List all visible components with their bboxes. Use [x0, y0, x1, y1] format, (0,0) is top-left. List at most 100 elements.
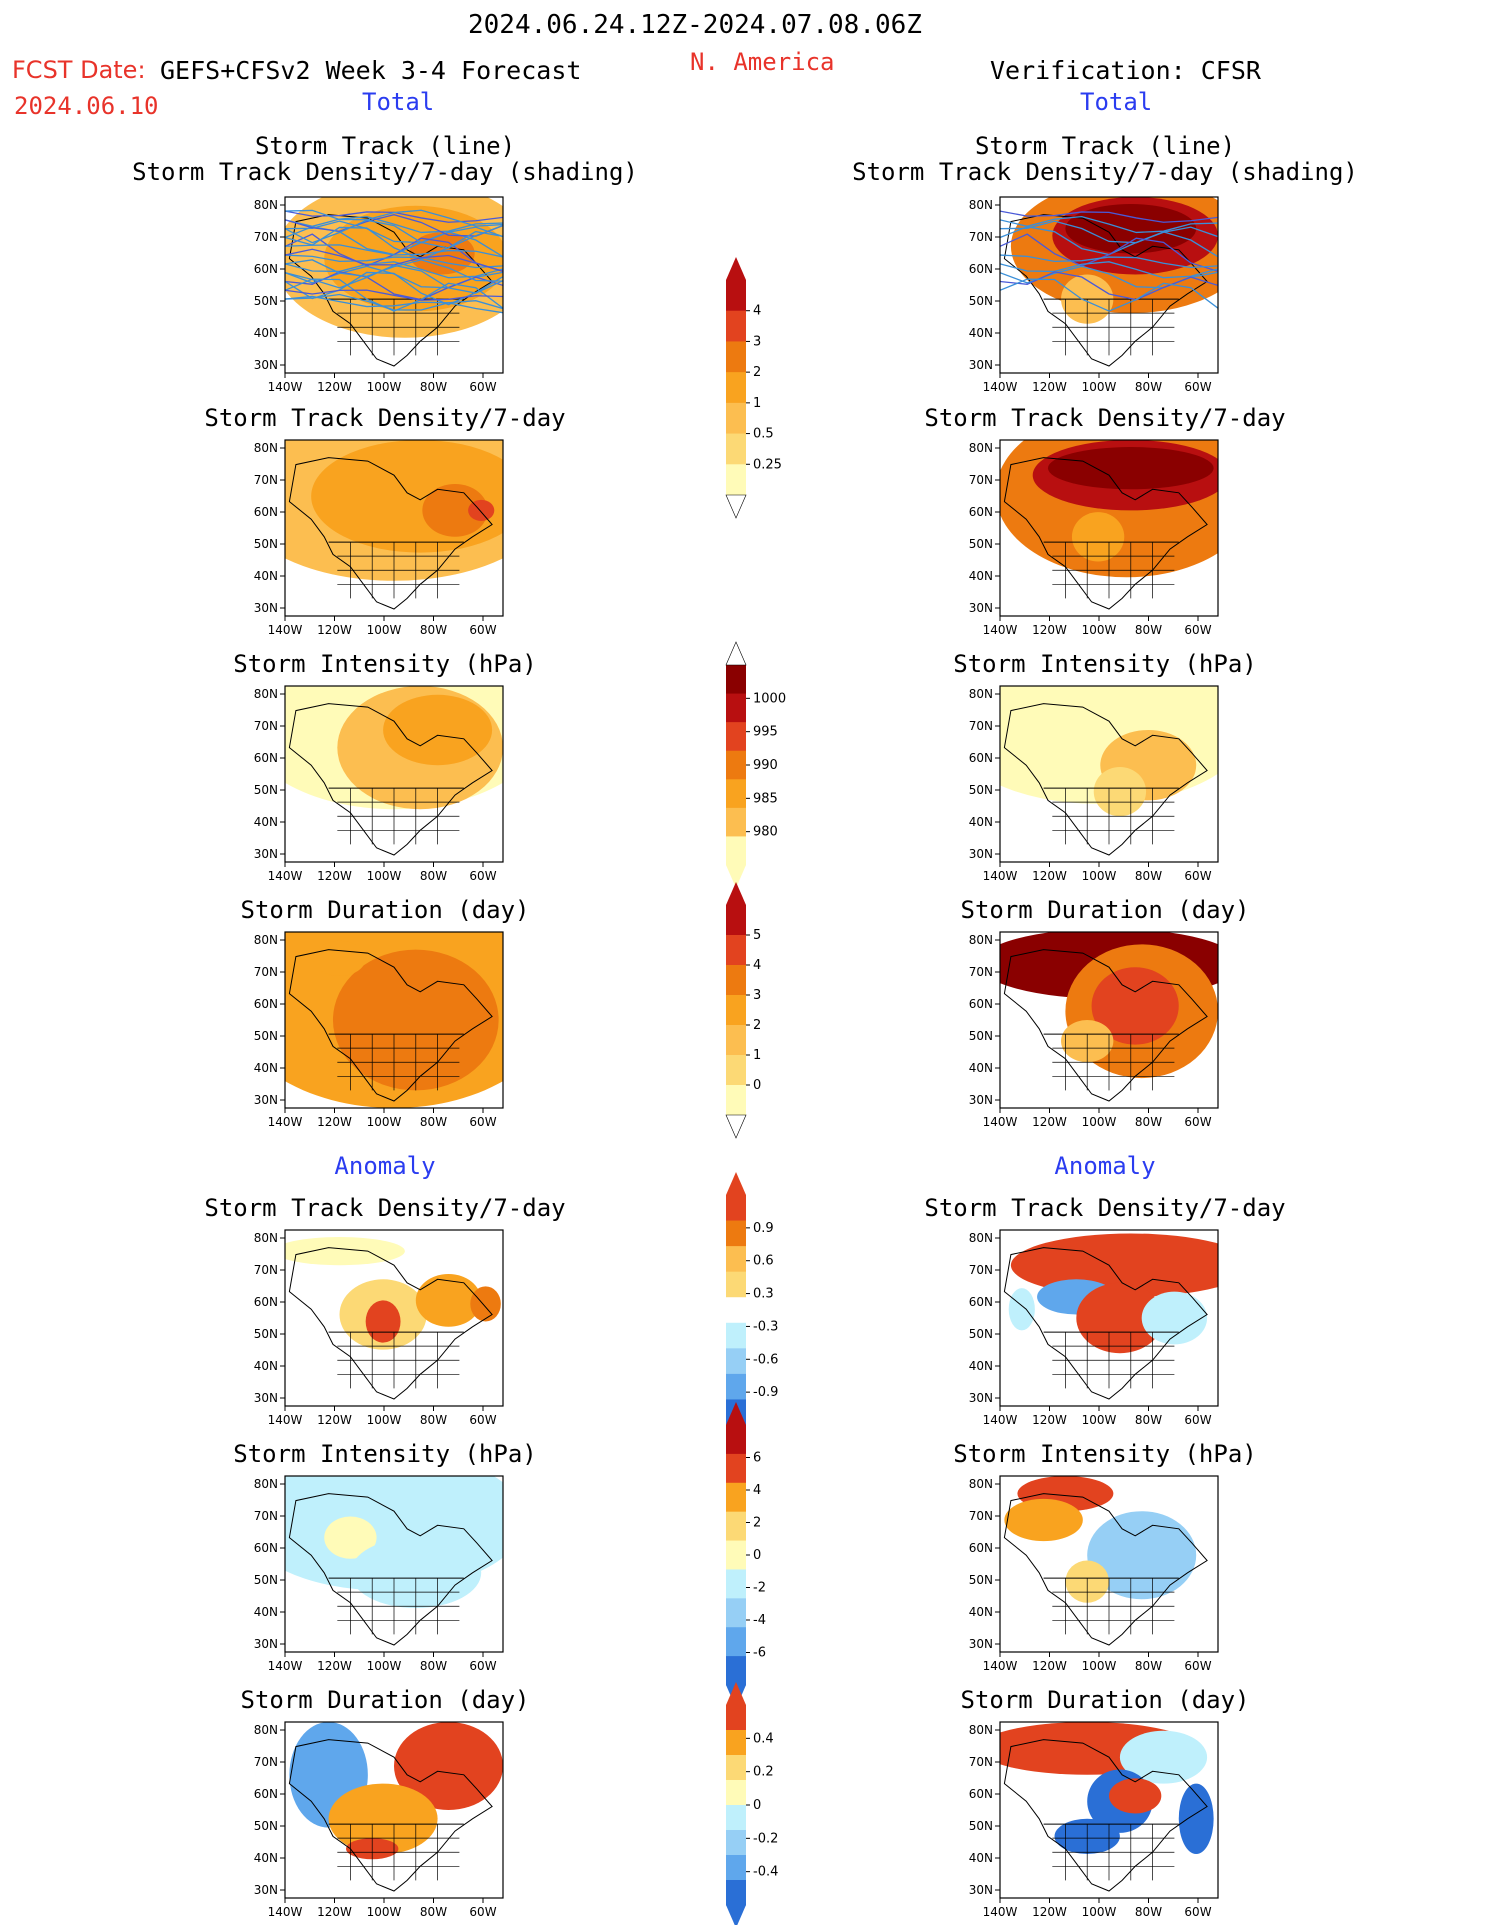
colorbar-label: 0.3 [753, 1287, 774, 1302]
storm-track-line [1000, 220, 1218, 244]
lon-label: 120W [317, 1413, 352, 1427]
shading-region [1109, 1778, 1162, 1814]
lat-label: 60N [969, 751, 993, 765]
lon-label: 120W [317, 623, 352, 637]
colorbar-swatch [726, 1297, 746, 1324]
colorbar-label: 0.5 [753, 427, 774, 442]
colorbar-swatch [726, 1453, 746, 1484]
colorbar-swatch [726, 1085, 746, 1116]
lat-label: 30N [969, 1093, 993, 1107]
lat-label: 40N [969, 815, 993, 829]
lat-label: 60N [254, 997, 278, 1011]
lon-label: 100W [1082, 1413, 1117, 1427]
vf-anom-intensity-title: Storm Intensity (hPa) [953, 1440, 1257, 1468]
lat-label: 70N [254, 719, 278, 733]
storm-track-line [285, 278, 503, 312]
lon-label: 80W [420, 869, 447, 883]
lon-label: 140W [268, 1115, 303, 1129]
lat-label: 30N [969, 1637, 993, 1651]
lon-label: 100W [367, 1659, 402, 1673]
coastline [288, 214, 493, 367]
colorbar-label: 3 [753, 988, 761, 1003]
lat-label: 50N [254, 1819, 278, 1833]
lat-label: 50N [254, 537, 278, 551]
lon-label: 100W [367, 380, 402, 394]
map-shading [285, 1237, 501, 1400]
colorbar-swatch [726, 807, 746, 837]
lon-label: 80W [420, 1115, 447, 1129]
lat-label: 60N [969, 1787, 993, 1801]
map-panel-adur-fc: 80N 70N 60N 50N 40N 30N 140W 120W 100W 80W 60W [254, 1721, 504, 1919]
lon-label: 140W [983, 1659, 1018, 1673]
colorbar-swatch [726, 1569, 746, 1599]
colorbar-label: 0 [753, 1548, 761, 1563]
lat-label: 30N [254, 847, 278, 861]
lon-label: 140W [268, 1659, 303, 1673]
colorbar-label: -0.3 [753, 1319, 778, 1334]
colorbar-swatch [726, 836, 746, 866]
map-shading [1000, 932, 1218, 1102]
shading-region [1087, 1511, 1197, 1600]
lat-label: 40N [969, 326, 993, 340]
shading-region [324, 1516, 377, 1559]
lat-label: 60N [254, 1787, 278, 1801]
colorbar-label: 1000 [753, 691, 786, 706]
lat-label: 80N [254, 687, 278, 701]
map-frame [999, 1721, 1219, 1899]
shading-region [1093, 766, 1147, 817]
storm-track-line [285, 254, 503, 269]
lon-label: 80W [420, 1413, 447, 1427]
lon-label: 60W [1184, 623, 1211, 637]
lat-label: 80N [969, 687, 993, 701]
lon-label: 80W [420, 1659, 447, 1673]
lat-label: 30N [969, 1883, 993, 1897]
lon-label: 60W [469, 1659, 496, 1673]
colorbar-swatch [726, 1755, 746, 1781]
shading-region [311, 440, 503, 553]
map-panel-dur-vf: 80N 70N 60N 50N 40N 30N 140W 120W 100W 80W 60W [969, 931, 1219, 1129]
map-shading [1003, 1233, 1218, 1400]
storm-track-line [285, 220, 503, 244]
lon-label: 80W [1135, 1905, 1162, 1919]
lon-label: 120W [1032, 1413, 1067, 1427]
lon-label: 140W [983, 1905, 1018, 1919]
lat-label: 50N [969, 1819, 993, 1833]
lat-label: 30N [254, 1391, 278, 1405]
coastline [288, 1247, 493, 1400]
lat-label: 60N [254, 751, 278, 765]
colorbar-label: 0 [753, 1078, 761, 1093]
colorbar-swatch [726, 722, 746, 752]
lon-label: 60W [1184, 1659, 1211, 1673]
storm-track-line [285, 264, 503, 294]
colorbar-label: 0 [753, 1798, 761, 1813]
map-frame [999, 196, 1219, 374]
colorbar-swatch [726, 750, 746, 780]
map-shading [1000, 197, 1218, 367]
lat-label: 50N [969, 294, 993, 308]
lon-label: 140W [983, 380, 1018, 394]
map-panel-aint-fc: 80N 70N 60N 50N 40N 30N 140W 120W 100W 80W 60W [254, 1475, 504, 1673]
storm-track-line [1000, 278, 1218, 312]
lat-label: 30N [254, 601, 278, 615]
colorbar-label: 0.2 [753, 1765, 774, 1780]
lat-label: 80N [254, 1477, 278, 1491]
fcst-date-value: 2024.06.10 [14, 92, 159, 120]
colorbar-label: 990 [753, 758, 778, 773]
colorbar-swatch [726, 1780, 746, 1806]
map-shading [285, 1476, 503, 1646]
colorbar-swatch [726, 1705, 746, 1731]
colorbar-swatch [726, 965, 746, 996]
lat-label: 50N [969, 1029, 993, 1043]
lon-label: 120W [317, 380, 352, 394]
map-shading [1000, 1722, 1214, 1892]
lon-label: 80W [420, 623, 447, 637]
colorbar-label: 3 [753, 334, 761, 349]
map-shading [285, 686, 503, 856]
lat-label: 80N [969, 441, 993, 455]
map-frame [999, 1229, 1219, 1407]
coastline [1003, 214, 1208, 367]
colorbar-label: -6 [753, 1646, 766, 1661]
map-panel-int-vf: 80N 70N 60N 50N 40N 30N 140W 120W 100W 80W 60W [969, 685, 1219, 883]
lat-label: 80N [254, 198, 278, 212]
colorbar-swatch [726, 1855, 746, 1881]
